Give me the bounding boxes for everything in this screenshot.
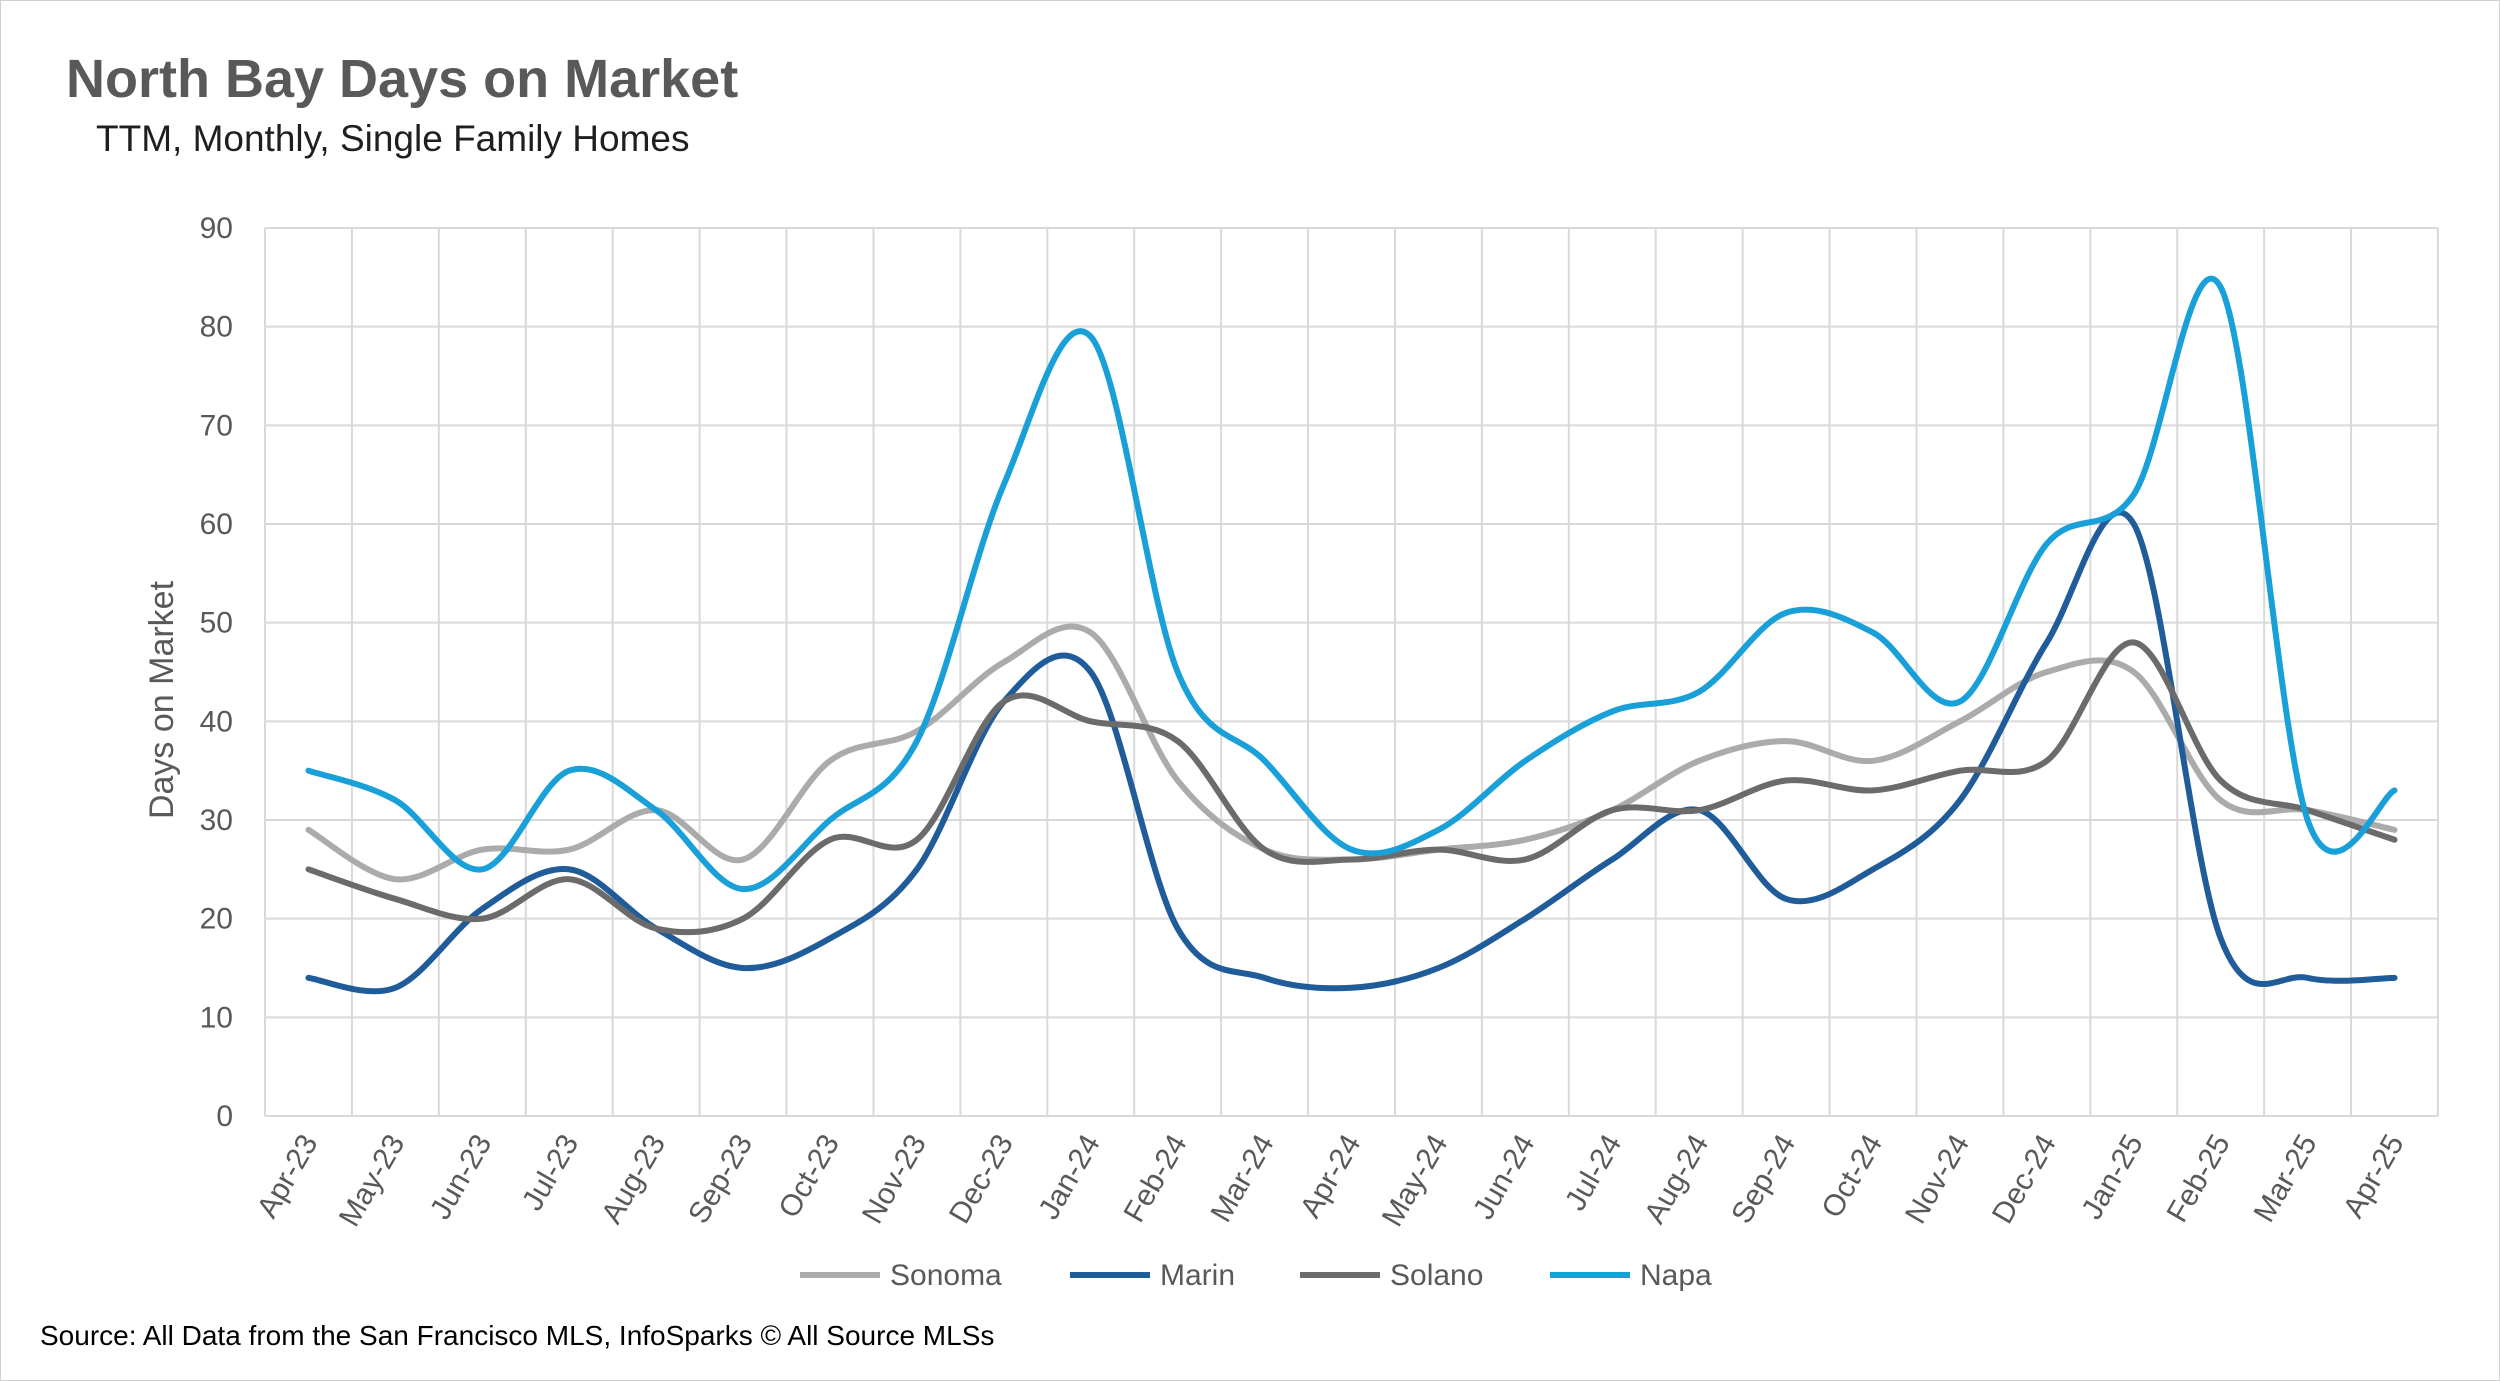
x-tick-label: Feb-24 [1118,1129,1194,1228]
x-tick-label: May-24 [1376,1129,1455,1232]
chart-subtitle: TTM, Monthly, Single Family Homes [96,118,690,159]
series-lines [305,275,2398,995]
x-tick-label: Oct-23 [772,1129,846,1223]
x-tick-label: Dec-23 [943,1129,1020,1229]
x-tick-label: Jan-24 [1032,1129,1106,1225]
y-tick-label: 60 [200,508,233,541]
series-line-sonoma [305,623,2398,883]
series-line-solano [305,639,2398,936]
x-tick-label: Jun-23 [424,1129,498,1225]
x-tick-label: Mar-24 [1205,1129,1281,1228]
y-tick-label: 40 [200,705,233,738]
x-tick-label: Jun-24 [1467,1129,1541,1225]
x-tick-label: Nov-24 [1899,1129,1976,1229]
x-tick-label: Apr-25 [2337,1129,2411,1223]
y-tick-label: 20 [200,903,233,936]
y-axis-ticks: 0 10 20 30 40 50 60 70 80 90 [200,212,233,1133]
x-tick-label: May-23 [333,1129,412,1232]
source-note: Source: All Data from the San Francisco … [40,1320,995,1351]
x-tick-label: Dec-24 [1986,1129,2063,1229]
gridlines [264,227,2439,1117]
x-tick-label: Oct-24 [1815,1129,1889,1223]
y-tick-label: 30 [200,804,233,837]
chart-title: North Bay Days on Market [66,49,739,109]
series-line-napa [305,275,2398,893]
y-axis-title: Days on Market [143,580,181,819]
legend-label-marin: Marin [1160,1259,1235,1292]
x-tick-label: Aug-24 [1638,1129,1715,1229]
x-tick-label: Mar-25 [2248,1129,2324,1228]
legend-label-sonoma: Sonoma [890,1259,1002,1292]
legend-label-napa: Napa [1640,1259,1712,1292]
x-tick-label: Jul-24 [1559,1129,1628,1216]
x-tick-label: Feb-25 [2161,1129,2237,1228]
x-tick-label: Apr-24 [1294,1129,1368,1223]
y-tick-label: 50 [200,607,233,640]
x-axis-ticks: Apr-23 May-23 Jun-23 Jul-23 Aug-23 Sep-23 Oct-… [251,1129,2411,1232]
x-tick-label: Jul-23 [516,1129,585,1216]
x-tick-label: Apr-23 [251,1129,325,1223]
legend-label-solano: Solano [1390,1259,1483,1292]
x-tick-label: Sep-24 [1725,1129,1802,1229]
x-tick-label: Nov-23 [856,1129,933,1229]
series-line-marin [305,509,2398,995]
x-tick-label: Jan-25 [2075,1129,2149,1225]
legend: Sonoma Marin Solano Napa [800,1259,1712,1292]
y-tick-label: 70 [200,409,233,442]
y-tick-label: 10 [200,1001,233,1034]
x-tick-label: Aug-23 [595,1129,672,1229]
y-tick-label: 90 [200,212,233,245]
y-tick-label: 80 [200,311,233,344]
y-tick-label: 0 [216,1100,233,1133]
x-tick-label: Sep-23 [682,1129,759,1229]
